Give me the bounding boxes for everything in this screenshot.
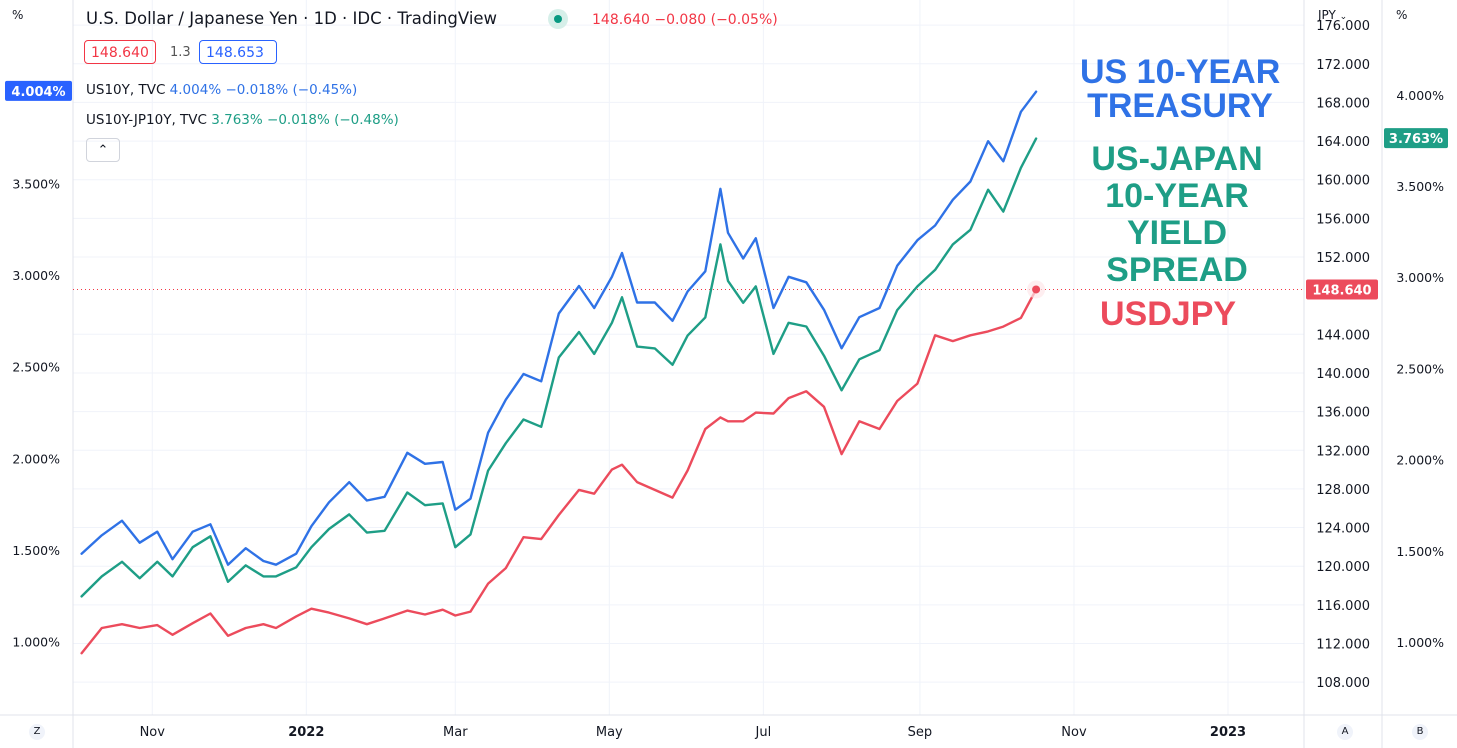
series-line-us10y [80, 90, 1038, 566]
series-line-usdjpy [80, 288, 1038, 655]
time-axis-tick-label: Jul [755, 725, 772, 740]
b-button[interactable]: B [1412, 724, 1428, 740]
annotation-usdjpy: USDJPY [1100, 295, 1237, 333]
us10y-last-value-badge: 4.004% [11, 85, 65, 100]
jpy-axis-tick-label: 144.000 [1316, 328, 1370, 343]
us10y-last-value-badge-bg [5, 80, 72, 101]
usdjpy-last-value-badge: 148.640 [1312, 283, 1371, 298]
last-point-marker [1032, 285, 1041, 294]
left-axis-tick-label: 1.000% [12, 635, 60, 650]
right-axis-tick-label: 3.500% [1396, 179, 1444, 194]
sell-button[interactable]: 148.640 [84, 40, 156, 64]
time-axis-tick-label: Mar [443, 725, 468, 740]
jpy-axis-tick-label: 116.000 [1316, 599, 1370, 614]
jpy-axis-tick-label: 112.000 [1316, 638, 1370, 653]
legend-us10y-quote: 4.004% −0.018% (−0.45%) [169, 82, 358, 98]
right-axis-tick-label: 2.000% [1396, 453, 1444, 468]
time-axis-tick-label: Nov [140, 725, 166, 740]
jpy-axis-tick-label: 168.000 [1316, 96, 1370, 111]
annotation-spread-line1: US-JAPAN [1091, 140, 1263, 178]
time-axis-tick-label: Nov [1061, 725, 1087, 740]
spread-last-value-badge-bg [1384, 128, 1448, 149]
jpy-axis-tick-label: 140.000 [1316, 367, 1370, 382]
left-axis-tick-label: 1.500% [12, 543, 60, 558]
annotation-us10y-line1: US 10-YEAR [1080, 53, 1281, 91]
jpy-axis-label: JPY [1318, 8, 1336, 22]
jpy-axis-tick-label: 120.000 [1316, 560, 1370, 575]
jpy-axis-tick-label: 172.000 [1316, 58, 1370, 73]
left-axis-tick-label: 2.000% [12, 451, 60, 466]
jpy-axis-tick-label: 132.000 [1316, 444, 1370, 459]
jpy-axis-tick-label: 108.000 [1316, 676, 1370, 691]
left-axis-tick-label: 2.500% [12, 360, 60, 375]
collapse-legend-button[interactable]: ⌃ [86, 138, 120, 162]
left-axis-unit: % [12, 8, 24, 22]
jpy-axis-tick-label: 136.000 [1316, 406, 1370, 421]
jpy-axis-tick-label: 124.000 [1316, 522, 1370, 537]
bid-ask-spread: 1.3 [170, 45, 191, 60]
time-axis-tick-label: May [596, 725, 623, 740]
spread-last-value-badge: 3.763% [1389, 132, 1443, 147]
right-axis-tick-label: 2.500% [1396, 361, 1444, 376]
gridlines [73, 0, 1304, 715]
z-button[interactable]: Z [29, 724, 45, 740]
annotation-spread-line3: YIELD [1126, 214, 1228, 252]
jpy-axis-menu[interactable]: JPY ⌄ [1318, 8, 1347, 22]
legend-us10y-name: US10Y, TVC [86, 82, 166, 98]
left-axis-tick-label: 3.500% [12, 176, 60, 191]
axes: 108.000 112.000 116.000 120.000 124.000 128.0… [12, 19, 1444, 740]
usdjpy-last-value-badge-bg [1306, 279, 1378, 300]
jpy-axis-tick-label: 164.000 [1316, 135, 1370, 150]
legend-spread[interactable]: US10Y-JP10Y, TVC 3.763% −0.018% (−0.48%) [86, 112, 399, 128]
jpy-axis-tick-label: 128.000 [1316, 483, 1370, 498]
time-axis-tick-label: Sep [908, 725, 933, 740]
time-axis-tick-label: 2022 [288, 725, 324, 740]
annotation-us10y-line2: TREASURY [1087, 87, 1273, 125]
legend-us10y[interactable]: US10Y, TVC 4.004% −0.018% (−0.45%) [86, 82, 357, 98]
a-button[interactable]: A [1337, 724, 1353, 740]
right-axis-tick-label: 3.000% [1396, 270, 1444, 285]
annotation-spread: US-JAPAN 10-YEAR YIELD SPREAD [1082, 141, 1272, 289]
right-axis-tick-label: 4.000% [1396, 88, 1444, 103]
buy-button[interactable]: 148.653 [199, 40, 277, 64]
series-lines [80, 90, 1046, 655]
left-axis-tick-label: 3.000% [12, 268, 60, 283]
annotation-us10y: US 10-YEAR TREASURY [1080, 55, 1280, 123]
chart-title: U.S. Dollar / Japanese Yen · 1D · IDC · … [86, 9, 498, 28]
axis-badges: 4.004% 148.640 3.763% [5, 80, 1448, 300]
jpy-axis-tick-label: 160.000 [1316, 174, 1370, 189]
right-axis-tick-label: 1.500% [1396, 544, 1444, 559]
market-open-icon [548, 9, 568, 29]
time-axis-tick-label: 2023 [1210, 725, 1246, 740]
jpy-axis-tick-label: 152.000 [1316, 251, 1370, 266]
jpy-axis-tick-label: 176.000 [1316, 19, 1370, 34]
right-axis-unit: % [1396, 8, 1408, 22]
jpy-axis-tick-label: 156.000 [1316, 212, 1370, 227]
chevron-down-icon: ⌄ [1339, 12, 1348, 22]
annotation-spread-line4: SPREAD [1106, 251, 1248, 289]
legend-spread-name: US10Y-JP10Y, TVC [86, 112, 207, 128]
annotation-spread-line2: 10-YEAR [1105, 177, 1249, 215]
right-axis-tick-label: 1.000% [1396, 635, 1444, 650]
legend-spread-quote: 3.763% −0.018% (−0.48%) [211, 112, 399, 128]
header-quote: 148.640 −0.080 (−0.05%) [592, 12, 778, 28]
